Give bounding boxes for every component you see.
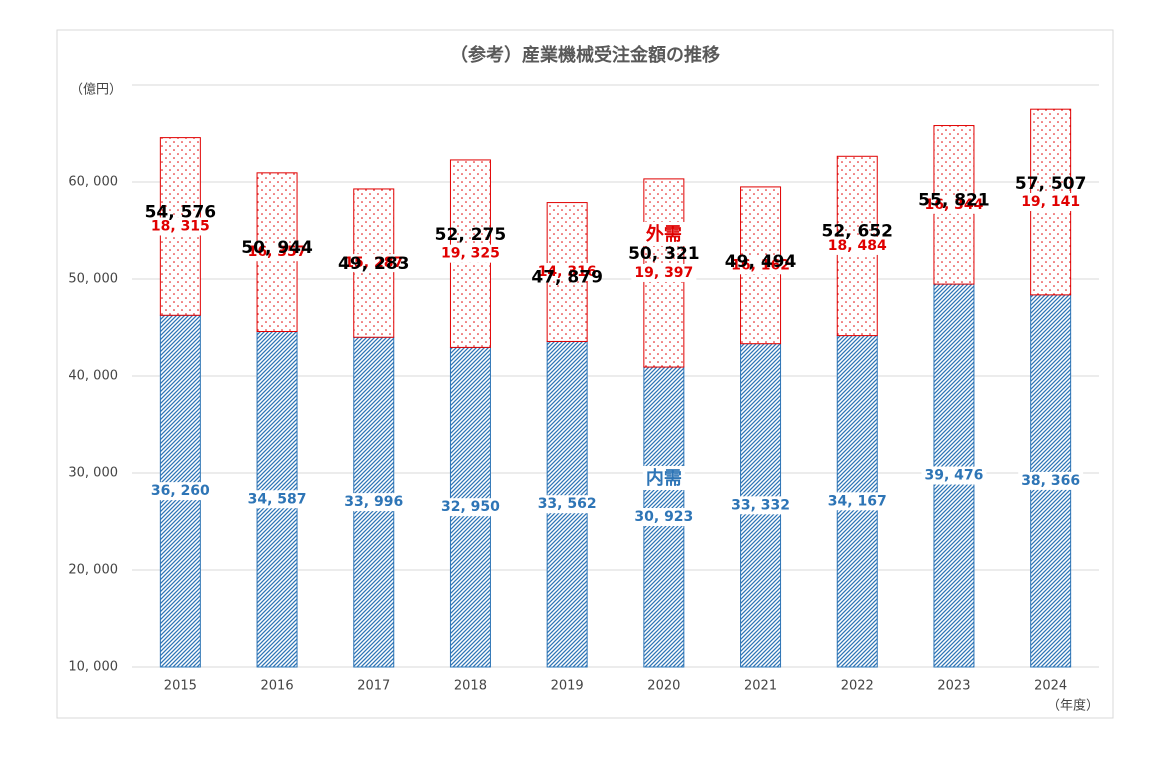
label-bg bbox=[437, 498, 504, 517]
series-name: 内需 bbox=[646, 467, 682, 489]
y-tick-label: 40, 000 bbox=[68, 369, 118, 384]
data-label: 18, 484 bbox=[828, 238, 887, 254]
data-label: 16, 162 bbox=[731, 257, 790, 273]
data-label: 38, 366 bbox=[1021, 473, 1080, 489]
label-bg bbox=[642, 466, 685, 491]
data-label: 19, 397 bbox=[634, 265, 693, 281]
data-label: 19, 325 bbox=[441, 246, 500, 262]
label-bg bbox=[728, 256, 794, 275]
data-label: 39, 476 bbox=[924, 468, 983, 484]
x-tick-label: 2017 bbox=[357, 679, 390, 694]
chart-title: （参考）産業機械受注金額の推移 bbox=[450, 44, 720, 66]
y-axis-label: （億円） bbox=[70, 82, 122, 98]
label-bg bbox=[341, 254, 407, 273]
label-bg bbox=[728, 496, 794, 515]
series-name: 外需 bbox=[646, 223, 682, 245]
total-label: 49, 283 bbox=[338, 254, 410, 274]
data-label: 18, 315 bbox=[151, 218, 210, 234]
label-bg bbox=[642, 221, 685, 246]
label-bg bbox=[1018, 193, 1084, 212]
data-label: 34, 167 bbox=[828, 493, 887, 509]
data-label: 36, 260 bbox=[151, 483, 210, 499]
y-tick-label: 50, 000 bbox=[68, 272, 118, 287]
total-label: 50, 321 bbox=[628, 244, 700, 264]
total-label: 57, 507 bbox=[1015, 174, 1087, 194]
label-bg bbox=[147, 482, 214, 501]
data-label: 33, 996 bbox=[344, 494, 403, 510]
x-tick-label: 2021 bbox=[744, 679, 777, 694]
data-label: 14, 316 bbox=[538, 264, 597, 280]
total-label: 49, 494 bbox=[725, 252, 797, 272]
x-tick-label: 2022 bbox=[841, 679, 874, 694]
x-tick-label: 2020 bbox=[647, 679, 680, 694]
label-bg bbox=[147, 217, 213, 236]
data-label: 32, 950 bbox=[441, 499, 500, 515]
total-label: 50, 944 bbox=[241, 238, 313, 258]
x-tick-label: 2019 bbox=[551, 679, 584, 694]
total-label: 47, 879 bbox=[531, 268, 603, 288]
total-label: 52, 275 bbox=[435, 225, 507, 245]
label-bg bbox=[631, 263, 697, 282]
data-label: 16, 357 bbox=[248, 244, 307, 260]
x-tick-label: 2024 bbox=[1034, 679, 1067, 694]
label-bg bbox=[1018, 471, 1084, 490]
label-bg bbox=[534, 263, 600, 282]
y-tick-label: 10, 000 bbox=[68, 660, 118, 675]
total-label: 54, 576 bbox=[145, 203, 217, 223]
x-tick-label: 2015 bbox=[164, 679, 197, 694]
label-bg bbox=[437, 244, 503, 263]
label-bg bbox=[244, 243, 310, 262]
total-label: 52, 652 bbox=[821, 221, 893, 241]
label-bg bbox=[534, 495, 600, 514]
label-bg bbox=[921, 195, 987, 214]
x-tick-label: 2016 bbox=[261, 679, 294, 694]
x-tick-label: 2018 bbox=[454, 679, 487, 694]
data-label: 30, 923 bbox=[634, 509, 693, 525]
label-bg bbox=[341, 493, 407, 512]
y-tick-label: 30, 000 bbox=[68, 466, 118, 481]
data-label: 34, 587 bbox=[248, 491, 307, 507]
data-label: 16, 344 bbox=[924, 197, 983, 213]
data-label: 33, 332 bbox=[731, 497, 790, 513]
label-bg bbox=[244, 490, 310, 509]
x-axis-label: （年度） bbox=[1047, 698, 1099, 714]
total-label: 55, 821 bbox=[918, 191, 990, 211]
y-tick-label: 20, 000 bbox=[68, 563, 118, 578]
data-label: 33, 562 bbox=[538, 496, 597, 512]
data-label: 19, 141 bbox=[1021, 194, 1080, 210]
label-bg bbox=[631, 508, 697, 527]
data-label: 15, 287 bbox=[344, 255, 403, 271]
label-bg bbox=[824, 236, 890, 255]
label-bg bbox=[824, 492, 890, 511]
x-tick-label: 2023 bbox=[937, 679, 970, 694]
label-bg bbox=[921, 466, 987, 485]
y-tick-label: 60, 000 bbox=[68, 175, 118, 190]
